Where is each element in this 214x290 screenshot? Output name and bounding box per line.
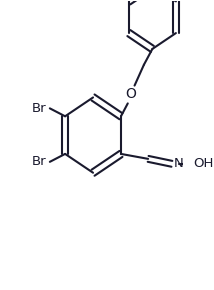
Text: Br: Br	[32, 102, 46, 115]
Text: O: O	[126, 88, 137, 102]
Text: Br: Br	[32, 155, 46, 168]
Text: N: N	[174, 157, 183, 170]
Text: OH: OH	[193, 157, 214, 170]
